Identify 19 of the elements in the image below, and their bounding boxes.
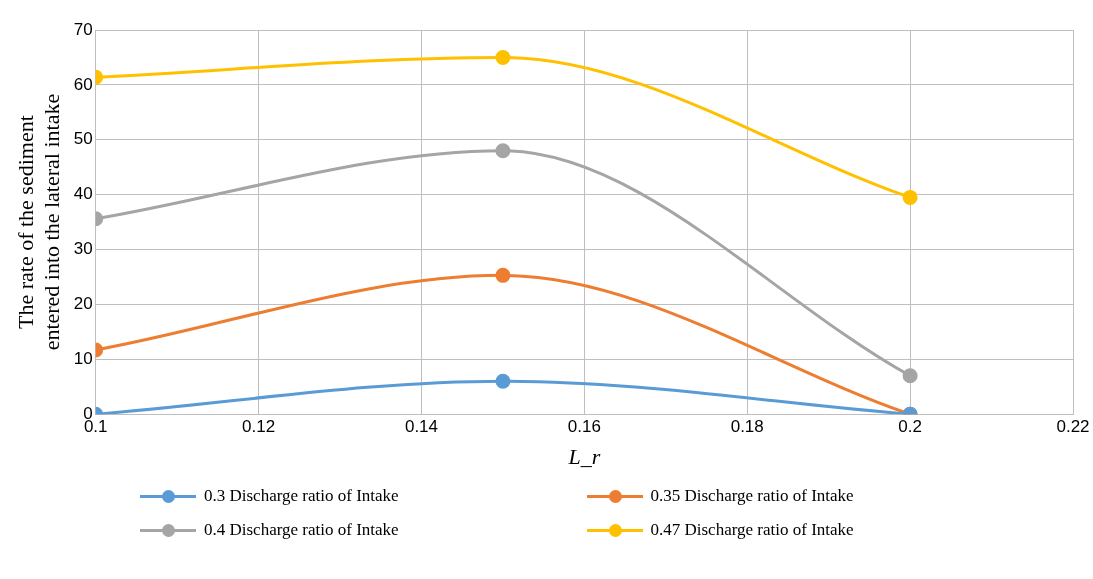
y-axis-title: The rate of the sediment entered into the lateral intake	[12, 93, 65, 351]
legend-label: 0.47 Discharge ratio of Intake	[650, 520, 854, 540]
y-tick-label: 30	[73, 239, 93, 259]
x-tick-label: 0.12	[242, 417, 276, 437]
y-tick-label: 40	[73, 184, 93, 204]
x-tick-label: 0.2	[898, 417, 922, 437]
legend-label: 0.3 Discharge ratio of Intake	[204, 486, 399, 506]
x-tick-label: 0.14	[404, 417, 439, 437]
x-tick-label: 0.18	[730, 417, 764, 437]
x-tick-label: 0.22	[1056, 417, 1090, 437]
y-tick-label: 60	[73, 74, 93, 94]
y-tick-label: 10	[73, 349, 93, 368]
legend-label: 0.35 Discharge ratio of Intake	[650, 486, 854, 506]
x-axis-title: L_r	[567, 443, 601, 469]
x-tick-label: 0.16	[567, 417, 601, 437]
y-tick-label: 20	[73, 294, 93, 314]
legend-label: 0.4 Discharge ratio of Intake	[204, 520, 399, 540]
y-tick-label: 50	[73, 129, 93, 149]
y-tick-label: 70	[73, 19, 93, 39]
